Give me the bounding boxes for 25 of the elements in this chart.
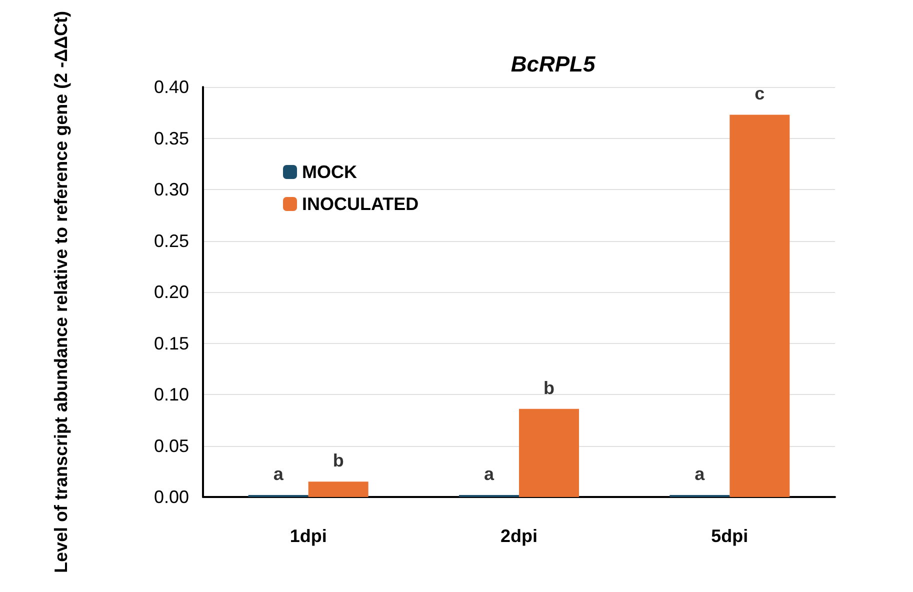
- x-tick-label: 5dpi: [711, 526, 748, 546]
- y-tick-label: 0.05: [154, 436, 189, 456]
- y-tick-label: 0.30: [154, 180, 189, 200]
- y-tick-label: 0.20: [154, 282, 189, 302]
- legend-label: MOCK: [302, 162, 357, 182]
- x-tick-label: 1dpi: [290, 526, 327, 546]
- annotation: a: [273, 464, 284, 484]
- legend-label: INOCULATED: [302, 194, 419, 214]
- y-tick-label: 0.10: [154, 384, 189, 405]
- chart-title: BcRPL5: [510, 52, 596, 76]
- y-tick-label: 0.15: [154, 333, 189, 354]
- annotation: b: [332, 450, 344, 471]
- bar: [519, 408, 579, 497]
- y-tick-label: 0.25: [154, 230, 189, 251]
- annotation: a: [694, 464, 706, 484]
- y-tick-label: 0.35: [154, 128, 189, 148]
- y-tick-label: 0.40: [154, 77, 189, 98]
- bar: [308, 482, 368, 497]
- y-axis-title: Level of transcript abundance relative to reference gene (2 -ΔΔCt): [51, 10, 71, 574]
- annotation: b: [544, 378, 554, 398]
- bar: [730, 114, 790, 497]
- y-tick-label: 0.00: [154, 487, 189, 507]
- x-tick-label: 2dpi: [500, 526, 538, 546]
- annotation: c: [754, 84, 765, 104]
- annotation: a: [484, 464, 495, 484]
